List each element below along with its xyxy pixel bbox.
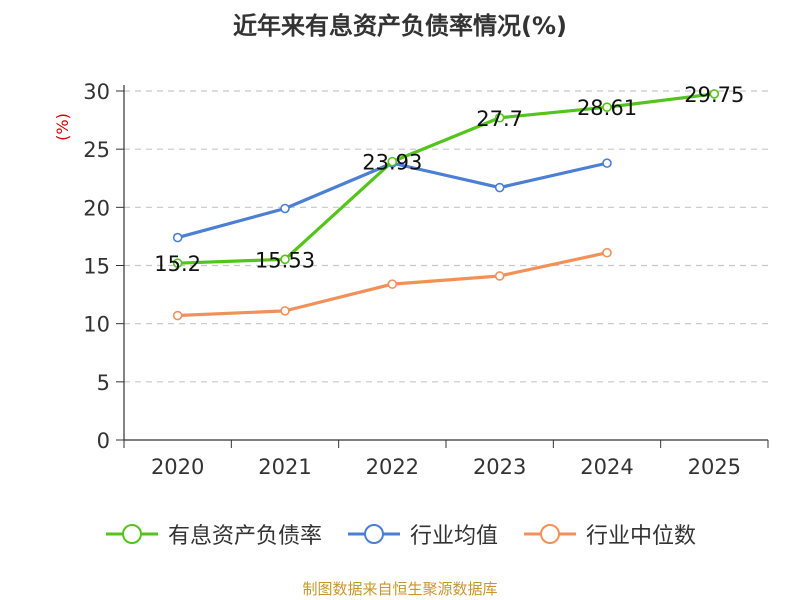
y-tick-label: 0 [97,429,110,453]
data-point [172,232,183,243]
x-tick-label: 2024 [580,455,633,479]
data-label: 29.75 [684,83,744,107]
data-point [602,102,612,112]
data-label: 15.2 [154,252,201,276]
y-tick-label: 5 [97,371,110,395]
chart-title: 近年来有息资产负债率情况(%) [233,12,567,40]
data-point [280,254,290,265]
data-point [280,306,290,316]
y-tick-label: 20 [83,196,110,220]
legend-marker-icon [524,524,576,544]
data-point [387,156,398,167]
legend-label: 行业均值 [409,524,498,549]
x-tick-label: 2020 [151,455,204,479]
x-tick-label: 2022 [366,455,419,479]
series-line [177,92,715,265]
y-tick-label: 25 [83,138,110,162]
legend-marker-icon [105,524,158,544]
data-point [172,258,183,268]
data-point [709,89,720,99]
data-point [602,158,612,168]
data-point [494,271,505,281]
y-tick-label: 15 [83,255,110,279]
data-label: 23.93 [362,151,422,175]
y-tick-label: 30 [83,80,110,104]
data-labels: 15.2 15.53 23.93 27.7 28.61 29.75 [154,83,744,276]
source-note: 制图数据来自恒生聚源数据库 [302,580,498,598]
data-point [172,310,183,321]
y-axis-label: (%) [53,113,72,141]
legend-label: 有息资产负债率 [167,524,322,549]
x-tick-label: 2023 [473,455,526,479]
data-point [494,112,505,123]
x-tick-label: 2025 [688,455,741,479]
legend-item[interactable]: 有息资产负债率 [104,518,322,550]
legend-item[interactable]: 行业均值 [346,518,498,550]
data-point [280,203,290,214]
legend-label: 行业中位数 [586,524,697,549]
data-point [387,279,398,289]
data-label: 28.61 [577,96,637,120]
legend-marker-icon [347,524,400,544]
data-point [494,182,505,193]
data-label: 27.7 [476,107,523,131]
gridlines [124,90,768,383]
x-tick-label: 2021 [258,455,311,479]
y-tick-label: 10 [83,313,110,337]
series-lines [172,89,720,321]
legend-item[interactable]: 行业中位数 [522,518,696,550]
data-label: 15.53 [255,248,315,272]
data-point [602,247,612,258]
legend: 有息资产负债率 行业均值 行业中位数 [0,518,800,550]
